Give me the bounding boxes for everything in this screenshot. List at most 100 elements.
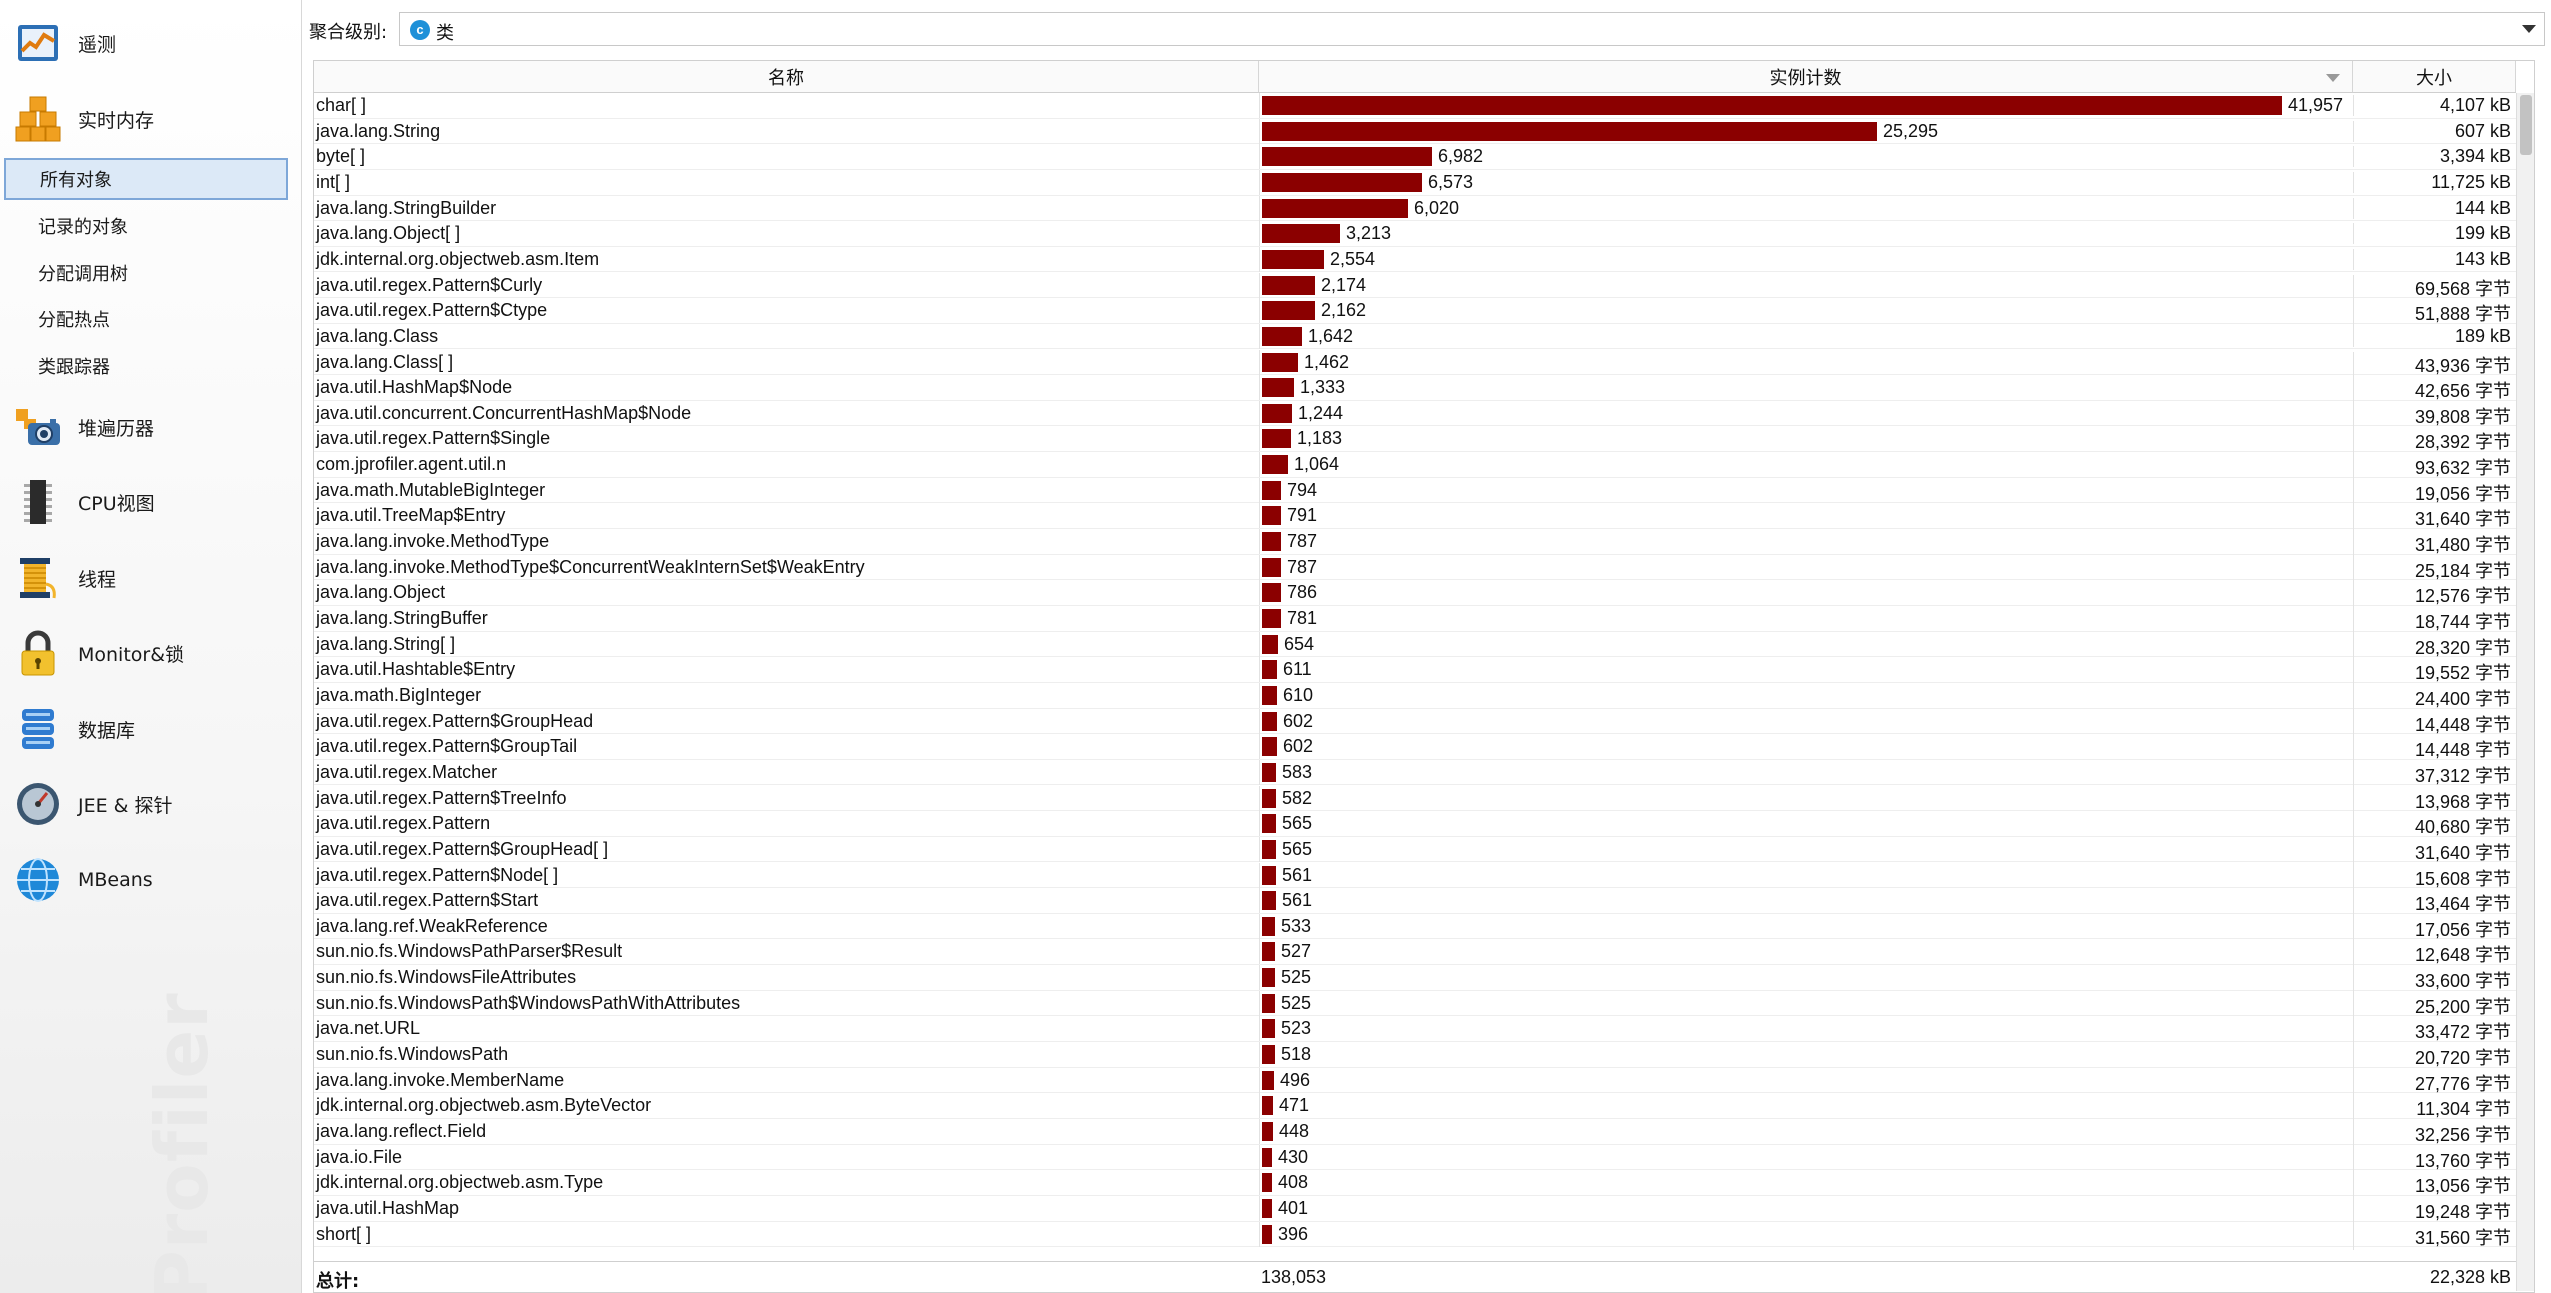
main-panel: 聚合级别: c 类 名称 实例计数 大小 char[ ] 41,957 4,107 … xyxy=(303,0,2551,1293)
sidebar-item-label: JEE & 探针 xyxy=(78,794,173,817)
aggregation-level-value: 类 xyxy=(436,23,454,44)
table-row[interactable]: char[ ] 41,957 4,107 kB xyxy=(314,93,2516,119)
table-row[interactable]: java.lang.ref.WeakReference 533 17,056 字节 xyxy=(314,913,2516,942)
instance-count-cell: 523 xyxy=(1259,1016,2353,1042)
table-row[interactable]: java.util.regex.Pattern$Curly 2,174 69,568… xyxy=(314,272,2516,301)
sidebar-item-live-memory[interactable]: 实时内存 xyxy=(0,86,300,152)
sidebar-item-telemetry[interactable]: 遥测 xyxy=(0,10,300,76)
instance-count-bar xyxy=(1262,968,1275,988)
table-row[interactable]: java.math.MutableBigInteger 794 19,056 字节 xyxy=(314,477,2516,506)
instance-count-cell: 787 xyxy=(1259,529,2353,555)
instance-count-value: 41,957 xyxy=(2288,95,2344,115)
table-row[interactable]: java.util.regex.Pattern$Node[ ] 561 15,608… xyxy=(314,862,2516,891)
table-row[interactable]: java.util.Hashtable$Entry 611 19,552 字节 xyxy=(314,657,2516,686)
size-cell: 143 kB xyxy=(2353,248,2511,270)
size-cell: 33,600 字节 xyxy=(2353,967,2511,994)
instance-count-value: 2,554 xyxy=(1330,248,1376,269)
table-row[interactable]: sun.nio.fs.WindowsPath 518 20,720 字节 xyxy=(314,1042,2516,1071)
instance-count-cell: 791 xyxy=(1259,503,2353,529)
column-header-name[interactable]: 名称 xyxy=(314,61,1259,93)
table-row[interactable]: short[ ] 396 31,560 字节 xyxy=(314,1221,2516,1250)
table-row[interactable]: java.util.concurrent.ConcurrentHashMap$N… xyxy=(314,400,2516,429)
size-cell: 93,632 字节 xyxy=(2353,454,2511,481)
table-row[interactable]: java.util.regex.Matcher 583 37,312 字节 xyxy=(314,759,2516,788)
instance-count-cell: 794 xyxy=(1259,477,2353,503)
instance-count-bar xyxy=(1262,1122,1273,1141)
sidebar-subitem-recorded-objects[interactable]: 记录的对象 xyxy=(4,205,288,247)
instance-count-bar xyxy=(1262,634,1278,654)
table-row[interactable]: java.util.regex.Pattern$TreeInfo 582 13,96… xyxy=(314,785,2516,814)
total-size: 22,328 kB xyxy=(2429,1267,2511,1287)
instance-count-value: 602 xyxy=(1283,736,1314,757)
table-row[interactable]: java.io.File 430 13,760 字节 xyxy=(314,1144,2516,1173)
table-row[interactable]: java.net.URL 523 33,472 字节 xyxy=(314,1016,2516,1045)
table-row[interactable]: java.util.regex.Pattern$GroupHead 602 14,4… xyxy=(314,708,2516,737)
instance-count-cell: 25,295 xyxy=(1259,118,2353,144)
sidebar-item-mbeans[interactable]: MBeans xyxy=(0,847,300,913)
vertical-scrollbar[interactable] xyxy=(2516,93,2534,1291)
sidebar-item-monitors-locks[interactable]: Monitor&锁 xyxy=(0,620,300,686)
sidebar-item-threads[interactable]: 线程 xyxy=(0,545,300,611)
size-cell: 18,744 字节 xyxy=(2353,608,2511,634)
instance-count-bar xyxy=(1262,532,1281,552)
sidebar-subitem-allocation-call-tree[interactable]: 分配调用树 xyxy=(4,252,288,294)
table-row[interactable]: jdk.internal.org.objectweb.asm.Type 408 13… xyxy=(314,1170,2516,1199)
table-row[interactable]: java.util.regex.Pattern$GroupHead[ ] 565 3… xyxy=(314,836,2516,865)
size-cell: 11,304 字节 xyxy=(2353,1095,2511,1122)
table-row[interactable]: java.lang.String 25,295 607 kB xyxy=(314,118,2516,145)
table-row[interactable]: java.util.regex.Pattern$Single 1,183 28,39… xyxy=(314,426,2516,455)
class-name-cell: sun.nio.fs.WindowsFileAttributes xyxy=(316,967,577,988)
table-row[interactable]: jdk.internal.org.objectweb.asm.Item 2,554… xyxy=(314,246,2516,273)
table-row[interactable]: byte[ ] 6,982 3,394 kB xyxy=(314,144,2516,170)
table-row[interactable]: java.lang.invoke.MemberName 496 27,776 字节 xyxy=(314,1067,2516,1096)
instance-count-value: 448 xyxy=(1279,1121,1310,1141)
instance-count-value: 654 xyxy=(1284,633,1315,654)
table-row[interactable]: sun.nio.fs.WindowsPath$WindowsPathWithAt… xyxy=(314,990,2516,1019)
sidebar-item-heap-walker[interactable]: 堆遍历器 xyxy=(0,394,300,460)
table-row[interactable]: java.lang.String[ ] 654 28,320 字节 xyxy=(314,631,2516,660)
column-header-instance-count[interactable]: 实例计数 xyxy=(1259,61,2353,93)
aggregation-level-select[interactable]: c 类 xyxy=(399,12,2545,46)
class-name-cell: java.util.regex.Pattern$GroupTail xyxy=(316,736,578,757)
sidebar-subitem-label: 分配调用树 xyxy=(38,264,128,285)
instance-count-bar xyxy=(1262,916,1275,936)
table-row[interactable]: java.lang.invoke.MethodType 787 31,480 字节 xyxy=(314,529,2516,558)
sidebar-subitem-allocation-hotspots[interactable]: 分配热点 xyxy=(4,298,288,340)
instance-count-value: 602 xyxy=(1283,710,1314,731)
table-row[interactable]: java.math.BigInteger 610 24,400 字节 xyxy=(314,682,2516,711)
instance-count-value: 471 xyxy=(1279,1095,1310,1116)
instance-count-value: 408 xyxy=(1278,1172,1309,1193)
table-row[interactable]: java.util.HashMap$Node 1,333 42,656 字节 xyxy=(314,375,2516,404)
table-row[interactable]: java.util.regex.Pattern$GroupTail 602 14,4… xyxy=(314,734,2516,763)
sidebar-subitem-all-objects[interactable]: 所有对象 xyxy=(4,158,288,200)
table-row[interactable]: com.jprofiler.agent.util.n 1,064 93,632 字节 xyxy=(314,452,2516,481)
instance-count-value: 565 xyxy=(1282,838,1313,859)
table-row[interactable]: java.lang.StringBuffer 781 18,744 字节 xyxy=(314,606,2516,634)
column-header-size[interactable]: 大小 xyxy=(2353,61,2516,93)
size-cell: 42,656 字节 xyxy=(2353,377,2511,404)
instance-count-cell: 525 xyxy=(1259,990,2353,1016)
table-row[interactable]: java.lang.Class[ ] 1,462 43,936 字节 xyxy=(314,349,2516,378)
sidebar-item-jee-probes[interactable]: JEE & 探针 xyxy=(0,771,300,837)
table-row[interactable]: java.lang.invoke.MethodType$ConcurrentWe… xyxy=(314,554,2516,583)
sidebar-item-databases[interactable]: 数据库 xyxy=(0,696,300,762)
table-row[interactable]: java.util.regex.Pattern$Ctype 2,162 51,888… xyxy=(314,298,2516,327)
table-row[interactable]: java.lang.Object 786 12,576 字节 xyxy=(314,580,2516,609)
table-row[interactable]: java.lang.Object[ ] 3,213 199 kB xyxy=(314,221,2516,247)
table-row[interactable]: int[ ] 6,573 11,725 kB xyxy=(314,169,2516,196)
table-row[interactable]: java.lang.Class 1,642 189 kB xyxy=(314,323,2516,350)
sidebar-subitem-class-tracker[interactable]: 类跟踪器 xyxy=(4,345,288,387)
table-row[interactable]: java.util.regex.Pattern 565 40,680 字节 xyxy=(314,811,2516,840)
instance-count-value: 787 xyxy=(1287,531,1318,552)
table-row[interactable]: java.util.HashMap 401 19,248 字节 xyxy=(314,1195,2516,1224)
sidebar-item-cpu-views[interactable]: CPU视图 xyxy=(0,469,300,535)
table-row[interactable]: java.lang.StringBuilder 6,020 144 kB xyxy=(314,195,2516,222)
class-name-cell: java.lang.ref.WeakReference xyxy=(316,915,548,936)
table-row[interactable]: java.util.regex.Pattern$Start 561 13,464 字… xyxy=(314,888,2516,917)
table-row[interactable]: java.lang.reflect.Field 448 32,256 字节 xyxy=(314,1119,2516,1147)
table-row[interactable]: jdk.internal.org.objectweb.asm.ByteVecto… xyxy=(314,1093,2516,1122)
table-row[interactable]: sun.nio.fs.WindowsFileAttributes 525 33,60… xyxy=(314,965,2516,994)
table-row[interactable]: sun.nio.fs.WindowsPathParser$Result 527 12… xyxy=(314,939,2516,968)
scrollbar-thumb[interactable] xyxy=(2520,95,2532,155)
table-row[interactable]: java.util.TreeMap$Entry 791 31,640 字节 xyxy=(314,503,2516,532)
